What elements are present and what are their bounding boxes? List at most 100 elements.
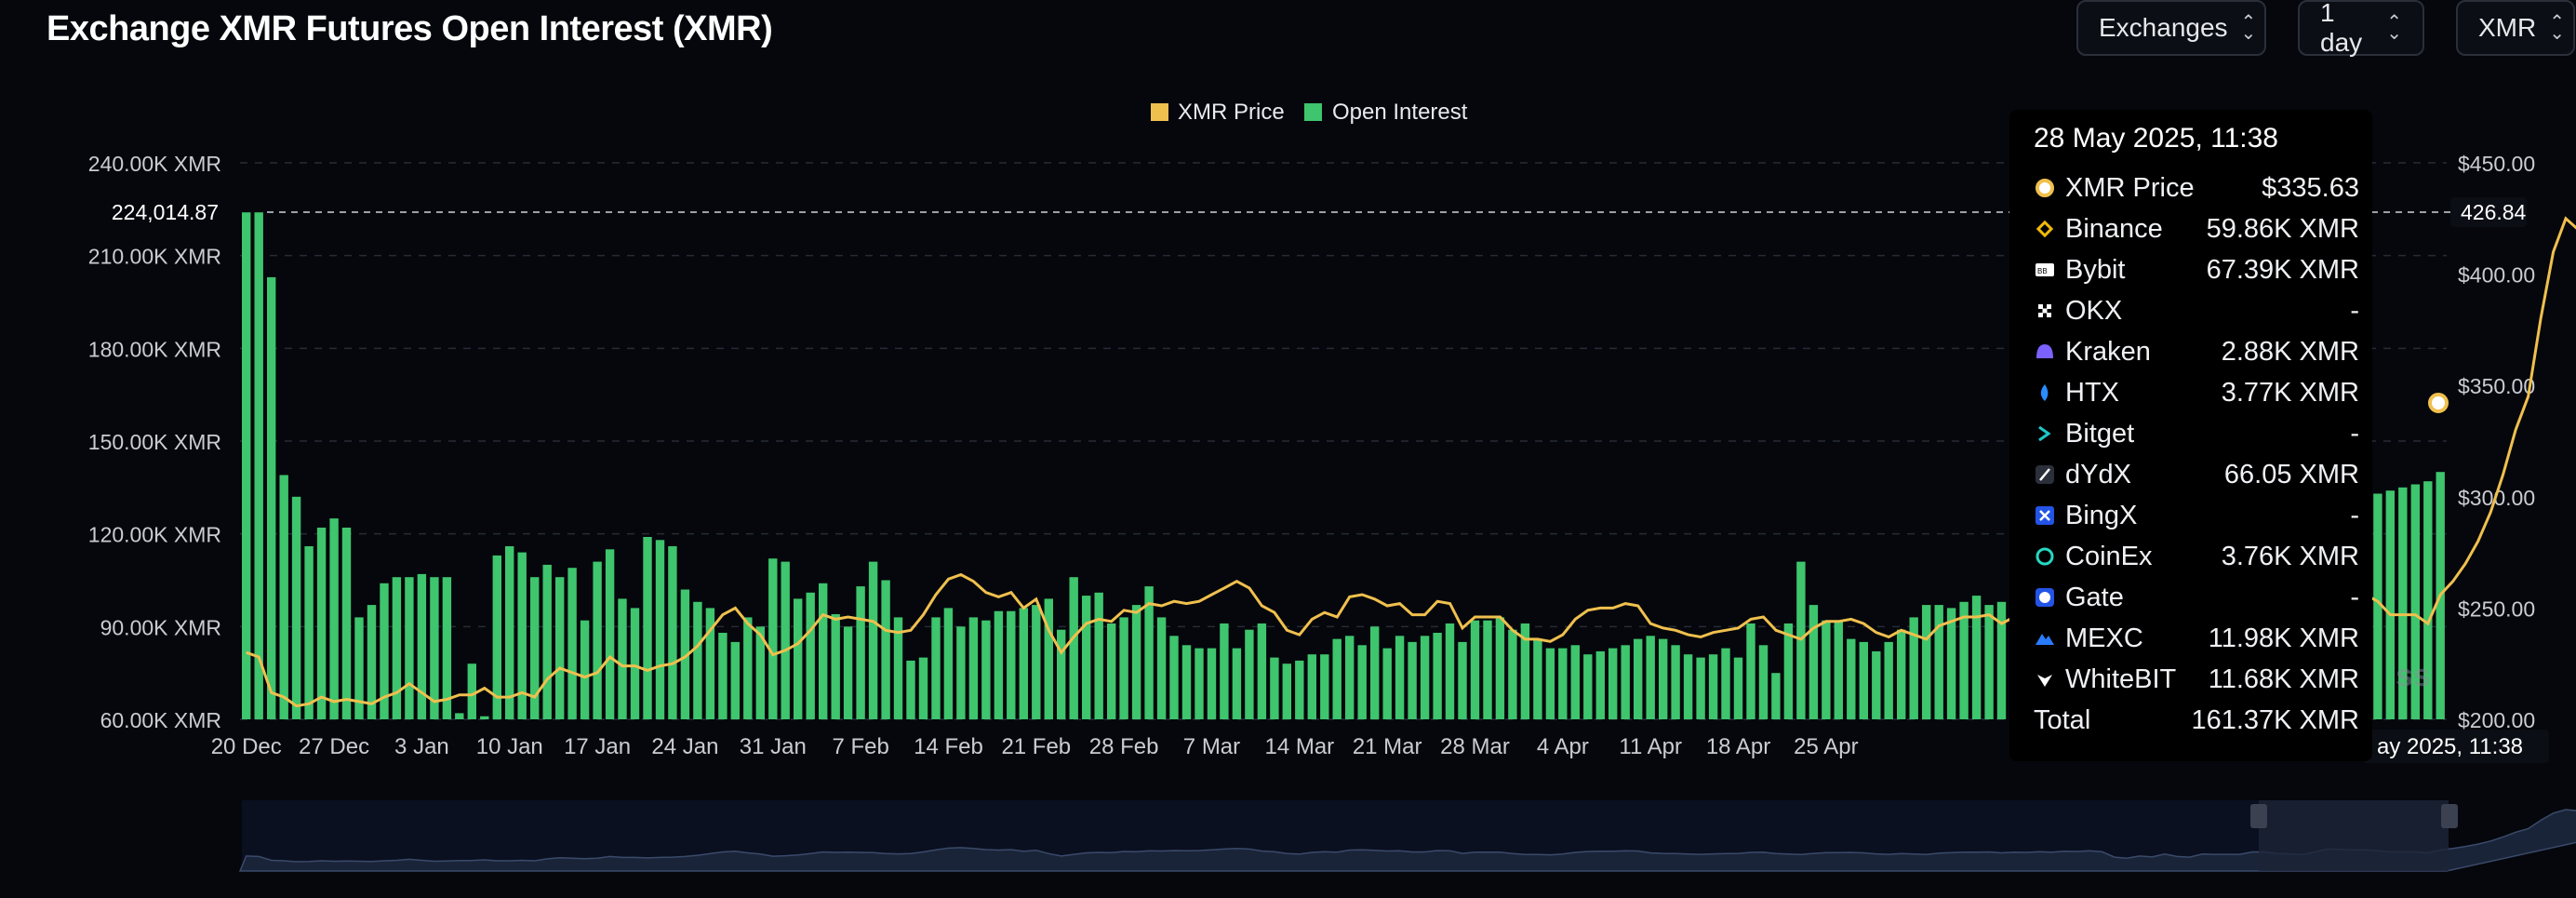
oi-bar <box>455 713 464 719</box>
tooltip-row-name: dYdX <box>2065 459 2131 489</box>
oi-bar <box>630 608 640 719</box>
oi-bar <box>1445 623 1455 719</box>
tooltip-row-name: Total <box>2034 704 2091 735</box>
oi-bar <box>781 561 790 719</box>
oi-bar <box>893 617 903 719</box>
x-axis-tick: 21 Feb <box>1001 734 1071 759</box>
oi-bar <box>1433 633 1442 719</box>
oi-bar <box>430 577 439 719</box>
oi-bar <box>1746 623 1755 719</box>
oi-bar <box>1922 605 1931 719</box>
oi-bar <box>1169 636 1179 719</box>
oi-bar <box>1758 645 1768 719</box>
oi-bar <box>856 586 865 719</box>
oi-bar <box>931 617 941 719</box>
right-axis-tick: $400.00 <box>2458 263 2535 288</box>
oi-bar <box>1195 648 1204 719</box>
chevron-updown-icon: ⌃ ⌄ <box>2549 12 2565 44</box>
tooltip-row-value: 11.98K XMR <box>2208 623 2359 653</box>
x-axis-tick: 18 Apr <box>1706 734 1770 759</box>
left-axis-tick: 240.00K XMR <box>88 152 221 176</box>
x-axis-tick: 28 Mar <box>1440 734 1510 759</box>
left-axis-tick: 210.00K XMR <box>88 245 221 269</box>
okx-logo-icon <box>2034 300 2056 322</box>
oi-bar <box>492 555 501 719</box>
tooltip-row-value: 59.86K XMR <box>2206 213 2359 244</box>
tooltip-row-bingx: BingX - <box>2034 497 2359 534</box>
legend-price-label: XMR Price <box>1178 100 1285 125</box>
binance-logo-icon <box>2034 218 2056 240</box>
exchanges-select[interactable]: Exchanges ⌃ ⌄ <box>2076 0 2266 56</box>
oi-bar <box>868 561 878 719</box>
crosshair-left-value: 224,014.87 <box>112 200 219 224</box>
navigator-left-handle[interactable] <box>2250 804 2267 828</box>
oi-bar <box>242 212 251 719</box>
oi-bar <box>1032 605 1041 719</box>
tooltip-row-dydx: dYdX 66.05 XMR <box>2034 456 2359 493</box>
tooltip-row-total: Total 161.37K XMR <box>2034 702 2359 739</box>
oi-bar <box>267 276 276 719</box>
oi-bar <box>1946 608 1956 719</box>
oi-bar <box>542 564 552 719</box>
tooltip-row-value: 3.76K XMR <box>2221 541 2359 571</box>
oi-bar <box>768 558 778 719</box>
tooltip-row-value: 67.39K XMR <box>2206 254 2359 285</box>
oi-bar <box>480 716 489 719</box>
range-navigator[interactable] <box>238 800 2576 872</box>
oi-bar <box>1909 617 1918 719</box>
chart-legend[interactable]: XMR Price Open Interest <box>1151 100 1468 125</box>
oi-bar <box>2423 481 2433 719</box>
unit-select[interactable]: XMR ⌃ ⌄ <box>2456 0 2575 56</box>
oi-bar <box>2385 490 2395 719</box>
oi-bar <box>1245 629 1254 719</box>
oi-bar <box>668 546 677 719</box>
oi-bar <box>1809 605 1819 719</box>
tooltip-row-value: $335.63 <box>2262 172 2359 203</box>
navigator-right-handle[interactable] <box>2441 804 2458 828</box>
tooltip-row-coinex: CoinEx 3.76K XMR <box>2034 538 2359 575</box>
oi-bar <box>1332 638 1341 719</box>
oi-bar <box>1257 623 1267 719</box>
oi-bar <box>1520 623 1530 719</box>
oi-bar <box>605 549 615 719</box>
left-axis-tick: 150.00K XMR <box>88 430 221 454</box>
tooltip-row-value: 66.05 XMR <box>2223 459 2359 489</box>
tooltip-date: 28 May 2025, 11:38 <box>2034 123 2278 154</box>
oi-bar <box>819 583 828 719</box>
oi-bar <box>1708 654 1718 719</box>
tooltip-row-bybit: BB Bybit 67.39K XMR <box>2034 251 2359 288</box>
x-axis-tick: 21 Mar <box>1353 734 1422 759</box>
interval-select[interactable]: 1 day ⌃ ⌄ <box>2298 0 2424 57</box>
oi-bar <box>291 496 301 719</box>
x-axis-tick: 28 Feb <box>1089 734 1159 759</box>
dydx-logo-icon <box>2034 463 2056 486</box>
tooltip-row-name: XMR Price <box>2065 172 2195 203</box>
oi-bar <box>1320 654 1329 719</box>
oi-bar <box>1822 620 1831 719</box>
svg-text:BB: BB <box>2037 267 2048 275</box>
oi-bar <box>567 568 577 719</box>
oi-bar <box>831 614 840 719</box>
oi-bar <box>392 577 402 719</box>
oi-bar <box>354 617 364 719</box>
tooltip-row-name: MEXC <box>2065 623 2143 653</box>
x-axis-tick: 14 Feb <box>914 734 983 759</box>
oi-bar <box>1608 648 1618 719</box>
oi-bar <box>1859 641 1868 719</box>
oi-bar <box>968 617 979 719</box>
oi-bar <box>1634 638 1643 719</box>
tooltip-row-binance: Binance 59.86K XMR <box>2034 210 2359 248</box>
bitget-logo-icon <box>2034 422 2056 445</box>
interval-select-label: 1 day <box>2320 0 2363 57</box>
tooltip-row-mexc: MEXC 11.98K XMR <box>2034 620 2359 657</box>
tooltip-row-value: - <box>2350 582 2359 612</box>
left-axis-tick: 60.00K XMR <box>100 708 221 732</box>
oi-bar <box>1395 636 1405 719</box>
navigator-selection[interactable] <box>2259 800 2449 871</box>
oi-bar <box>329 518 339 719</box>
oi-bar <box>1558 648 1568 719</box>
oi-bar <box>279 475 288 719</box>
crosshair-right-value: 426.84 <box>2461 200 2527 224</box>
oi-bar <box>1996 601 2007 719</box>
oi-bar <box>718 633 727 719</box>
